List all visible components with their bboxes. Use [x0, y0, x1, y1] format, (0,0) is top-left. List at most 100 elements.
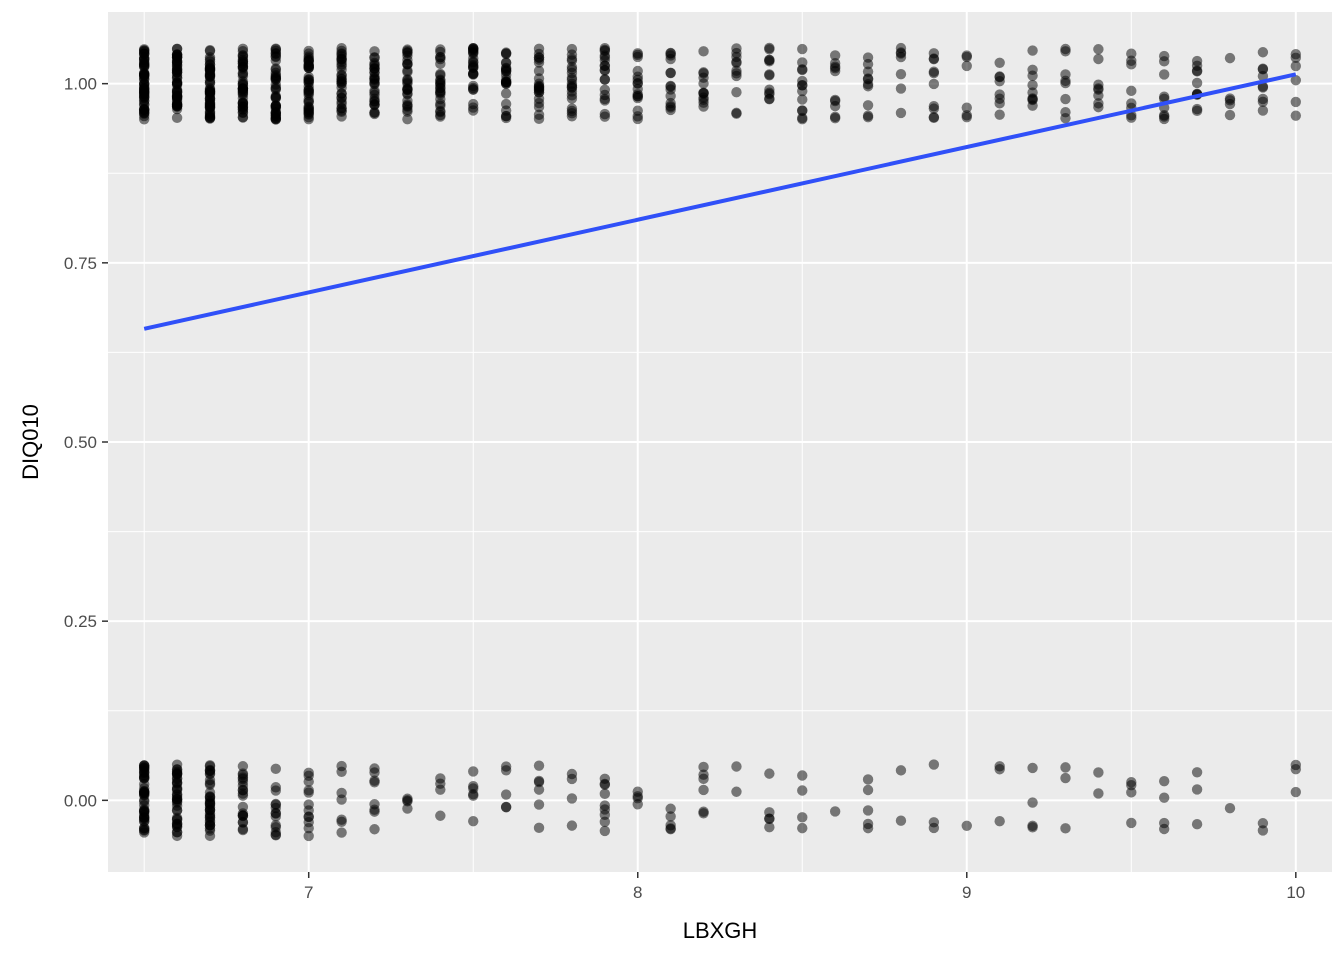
data-point [138, 767, 150, 778]
data-point [1060, 75, 1071, 87]
data-point [435, 44, 446, 55]
data-point [402, 113, 413, 125]
data-point [171, 821, 183, 832]
data-point [1257, 93, 1269, 105]
data-point [797, 105, 808, 116]
data-point [336, 53, 347, 64]
x-axis: 7 8 9 10 [304, 872, 1305, 902]
data-point [599, 111, 611, 122]
data-point [204, 830, 216, 842]
data-point [369, 824, 380, 835]
data-point [1191, 819, 1203, 830]
data-point [698, 68, 709, 79]
data-point [1290, 763, 1302, 775]
data-point [1158, 69, 1170, 80]
data-point [1093, 44, 1104, 55]
data-point [500, 765, 512, 776]
data-point [468, 780, 479, 792]
data-point [829, 95, 841, 107]
data-point [928, 48, 940, 59]
data-point [1126, 787, 1137, 798]
data-point [1158, 113, 1170, 125]
data-point [862, 110, 874, 121]
data-point [599, 804, 611, 815]
data-point [402, 59, 413, 70]
fit-line-group [143, 72, 1297, 331]
data-point [270, 819, 282, 831]
data-point [599, 788, 611, 800]
data-point [1191, 77, 1203, 89]
data-point [1093, 83, 1104, 94]
data-point [500, 789, 512, 800]
data-point [138, 108, 150, 119]
data-point [1158, 50, 1170, 62]
data-point [862, 784, 874, 796]
data-point [797, 57, 808, 68]
data-point [435, 778, 446, 789]
data-point [1191, 784, 1203, 795]
data-point [566, 55, 578, 66]
data-point [731, 786, 742, 797]
x-tick-label: 10 [1286, 883, 1305, 902]
y-tick-label: 0.25 [64, 612, 97, 631]
data-point [270, 45, 282, 57]
y-axis: 0.00 0.25 0.50 0.75 1.00 [64, 75, 108, 810]
data-point [665, 803, 676, 814]
data-point [632, 111, 643, 122]
data-point [1093, 53, 1104, 65]
data-point [1126, 85, 1137, 97]
data-point [829, 112, 841, 124]
data-point [665, 820, 676, 831]
data-point [1290, 110, 1302, 121]
x-tick-label: 7 [304, 883, 313, 902]
data-point [797, 94, 808, 105]
data-point [468, 53, 479, 64]
data-point [994, 57, 1005, 69]
data-point [764, 44, 775, 55]
data-point [270, 82, 282, 93]
data-point [1290, 96, 1302, 108]
data-point [1158, 817, 1170, 829]
data-point [994, 815, 1005, 827]
data-point [435, 810, 446, 821]
data-point [961, 60, 972, 72]
y-tick-label: 0.50 [64, 433, 97, 452]
data-point [237, 769, 249, 781]
data-point [369, 777, 380, 788]
data-point [1191, 767, 1203, 778]
data-point [632, 799, 643, 810]
data-point [797, 812, 808, 823]
data-point [1060, 772, 1071, 784]
data-point [961, 820, 972, 831]
scatter-points [138, 42, 1302, 842]
data-point [862, 818, 874, 830]
data-point [468, 766, 479, 777]
data-point [829, 806, 841, 817]
data-point [1224, 93, 1236, 104]
data-point [797, 112, 808, 124]
data-point [1060, 93, 1071, 105]
data-point [204, 791, 216, 802]
data-point [171, 87, 183, 98]
data-point [994, 93, 1005, 104]
data-point [764, 54, 775, 66]
y-tick-label: 0.00 [64, 791, 97, 810]
data-point [1126, 817, 1137, 829]
data-point [928, 78, 940, 90]
data-point [237, 761, 249, 772]
data-point [500, 76, 512, 88]
data-point [895, 107, 907, 119]
data-point [336, 78, 347, 89]
data-point [1093, 101, 1104, 113]
data-point [1191, 55, 1203, 67]
data-point [270, 763, 282, 775]
data-point [303, 60, 314, 72]
data-point [665, 104, 676, 116]
data-point [994, 109, 1005, 120]
data-point [270, 830, 282, 841]
data-point [270, 782, 282, 793]
data-point [665, 90, 676, 102]
data-point [138, 70, 150, 81]
data-point [632, 786, 643, 797]
